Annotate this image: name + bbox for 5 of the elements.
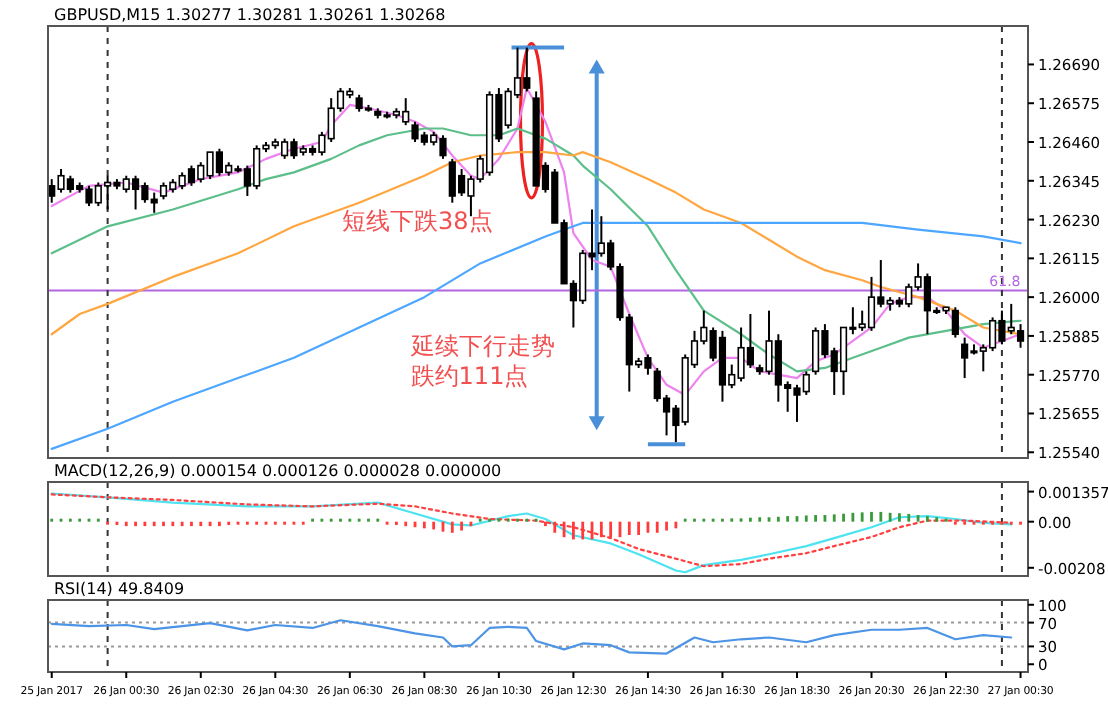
chart-title: MACD(12,26,9) 0.000154 0.000126 0.000028 0.000000	[54, 462, 502, 480]
annotation: 短线下跌38点	[342, 207, 493, 236]
annotation: 延续下行走势跌约111点	[408, 332, 555, 391]
chart-title: GBPUSD,M15 1.30277 1.30281 1.30261 1.30268	[54, 6, 446, 24]
chart-title: RSI(14) 49.8409	[54, 580, 185, 598]
